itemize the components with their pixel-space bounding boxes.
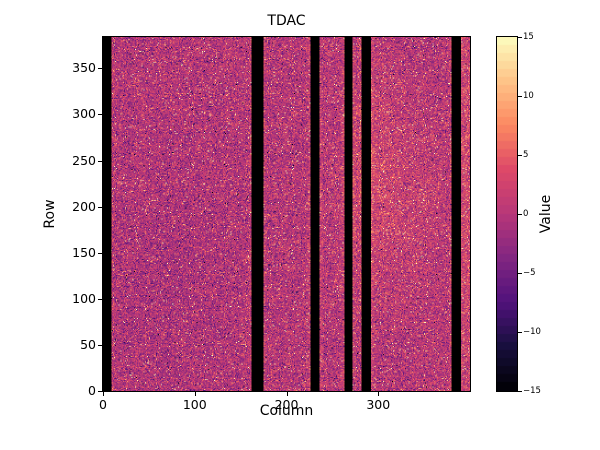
y-tick-label-350: 350 bbox=[72, 60, 96, 76]
y-tick-label-100: 100 bbox=[72, 290, 96, 306]
colorbar-tick-mark-0 bbox=[518, 214, 522, 215]
y-tick-label-0: 0 bbox=[88, 383, 96, 398]
y-tick-mark-50 bbox=[98, 344, 102, 346]
x-tick-label-300: 300 bbox=[366, 397, 391, 412]
colorbar-tick-label-0: 0 bbox=[523, 209, 529, 219]
colorbar-tick-mark--15 bbox=[518, 391, 522, 392]
y-tick-mark-0 bbox=[98, 391, 102, 392]
colorbar-tick-label-10: 10 bbox=[523, 91, 534, 101]
y-tick-mark-100 bbox=[98, 298, 102, 300]
x-tick-mark-200 bbox=[286, 392, 288, 396]
y-tick-label-50: 50 bbox=[80, 336, 96, 352]
colorbar-tick-label-15: 15 bbox=[523, 32, 534, 42]
y-tick-label-300: 300 bbox=[72, 106, 96, 122]
heatmap-axes bbox=[102, 36, 471, 392]
tdac-heatmap-canvas bbox=[103, 37, 470, 391]
colorbar-tick-mark-15 bbox=[518, 37, 522, 38]
colorbar-tick-mark--5 bbox=[518, 273, 522, 274]
colorbar-tick-label--10: −10 bbox=[523, 327, 541, 337]
colorbar-label: Value bbox=[538, 194, 554, 234]
y-tick-label-150: 150 bbox=[72, 244, 96, 260]
y-tick-label-200: 200 bbox=[72, 198, 96, 214]
y-tick-mark-350 bbox=[98, 68, 102, 70]
y-tick-mark-200 bbox=[98, 206, 102, 208]
colorbar-tick-mark--10 bbox=[518, 332, 522, 333]
colorbar bbox=[496, 36, 518, 392]
y-axis-label: Row bbox=[42, 199, 58, 229]
x-axis-label: Column bbox=[259, 403, 314, 419]
y-tick-mark-300 bbox=[98, 114, 102, 116]
x-tick-mark-300 bbox=[378, 392, 380, 396]
x-tick-label-200: 200 bbox=[274, 397, 299, 412]
y-tick-label-250: 250 bbox=[72, 152, 96, 168]
colorbar-tick-mark-5 bbox=[518, 155, 522, 156]
colorbar-canvas bbox=[497, 37, 517, 391]
colorbar-tick-label-5: 5 bbox=[523, 150, 529, 160]
x-tick-mark-0 bbox=[103, 392, 104, 396]
y-tick-mark-150 bbox=[98, 252, 102, 254]
x-tick-label-100: 100 bbox=[182, 397, 207, 412]
chart-title: TDAC bbox=[267, 13, 306, 29]
colorbar-tick-label--5: −5 bbox=[523, 268, 536, 278]
y-tick-mark-250 bbox=[98, 160, 102, 162]
colorbar-tick-mark-10 bbox=[518, 96, 522, 97]
x-tick-label-0: 0 bbox=[99, 397, 107, 412]
colorbar-tick-label--15: −15 bbox=[523, 386, 541, 396]
x-tick-mark-100 bbox=[194, 392, 196, 396]
